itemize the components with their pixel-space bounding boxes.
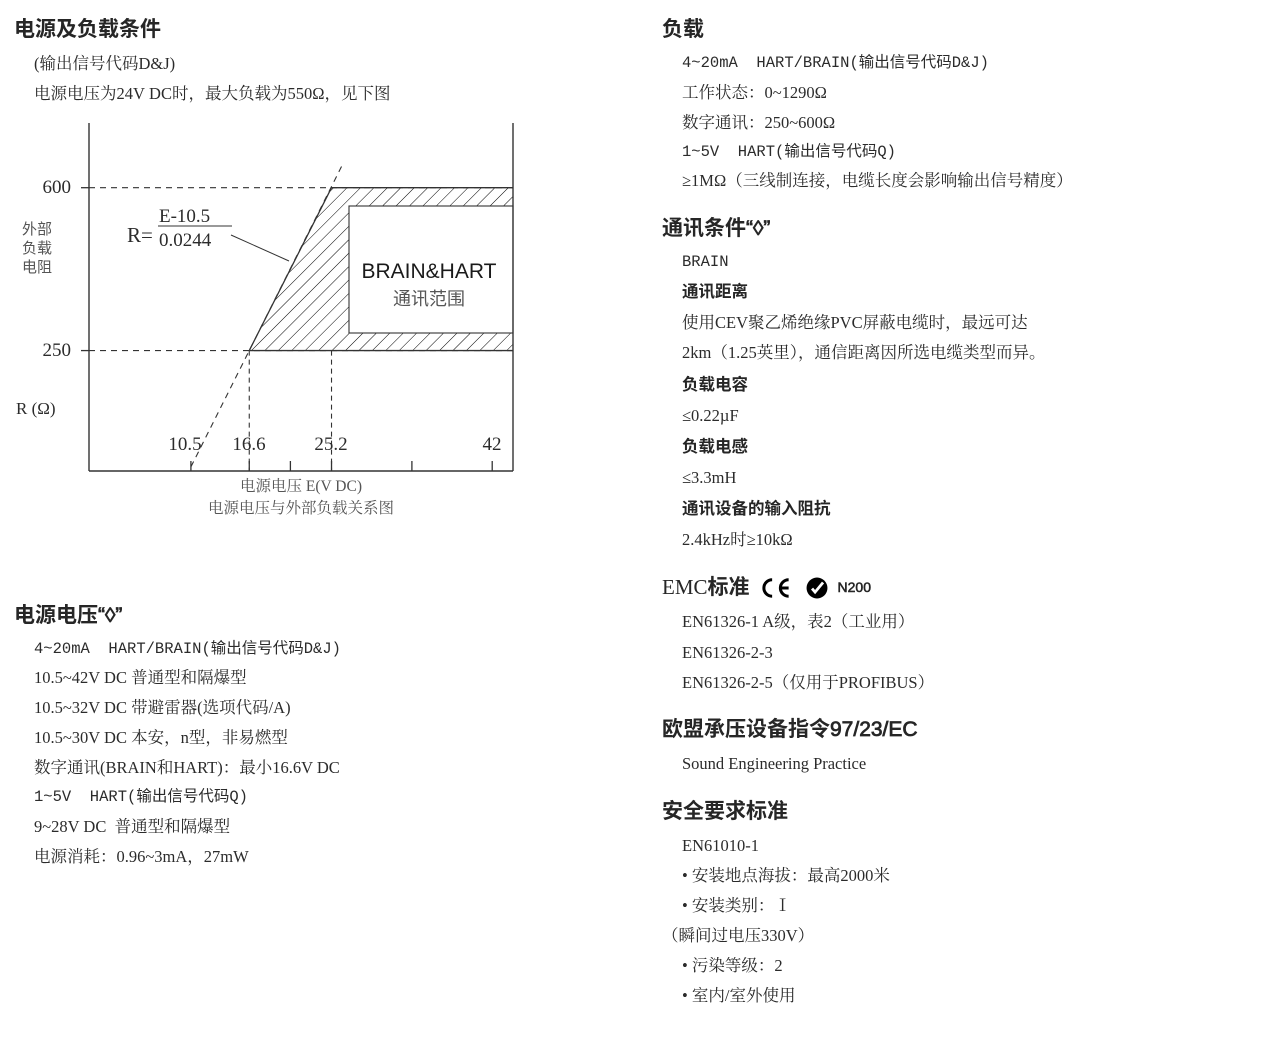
svg-text:25.2: 25.2 xyxy=(314,434,347,455)
svg-text:600: 600 xyxy=(43,177,72,198)
svg-text:R (Ω): R (Ω) xyxy=(16,399,56,418)
svg-text:10.5: 10.5 xyxy=(168,434,201,455)
svg-text:通讯范围: 通讯范围 xyxy=(393,289,465,309)
svg-text:R=: R= xyxy=(127,223,153,247)
svg-text:E-10.5: E-10.5 xyxy=(159,206,210,227)
svg-text:电阻: 电阻 xyxy=(22,259,52,276)
svg-text:0.0244: 0.0244 xyxy=(159,230,212,251)
svg-text:16.6: 16.6 xyxy=(232,434,265,455)
svg-text:BRAIN&HART: BRAIN&HART xyxy=(362,260,497,283)
svg-text:外部: 外部 xyxy=(22,221,52,238)
svg-text:250: 250 xyxy=(43,340,72,361)
svg-text:42: 42 xyxy=(483,434,502,455)
svg-text:负载: 负载 xyxy=(22,240,52,257)
